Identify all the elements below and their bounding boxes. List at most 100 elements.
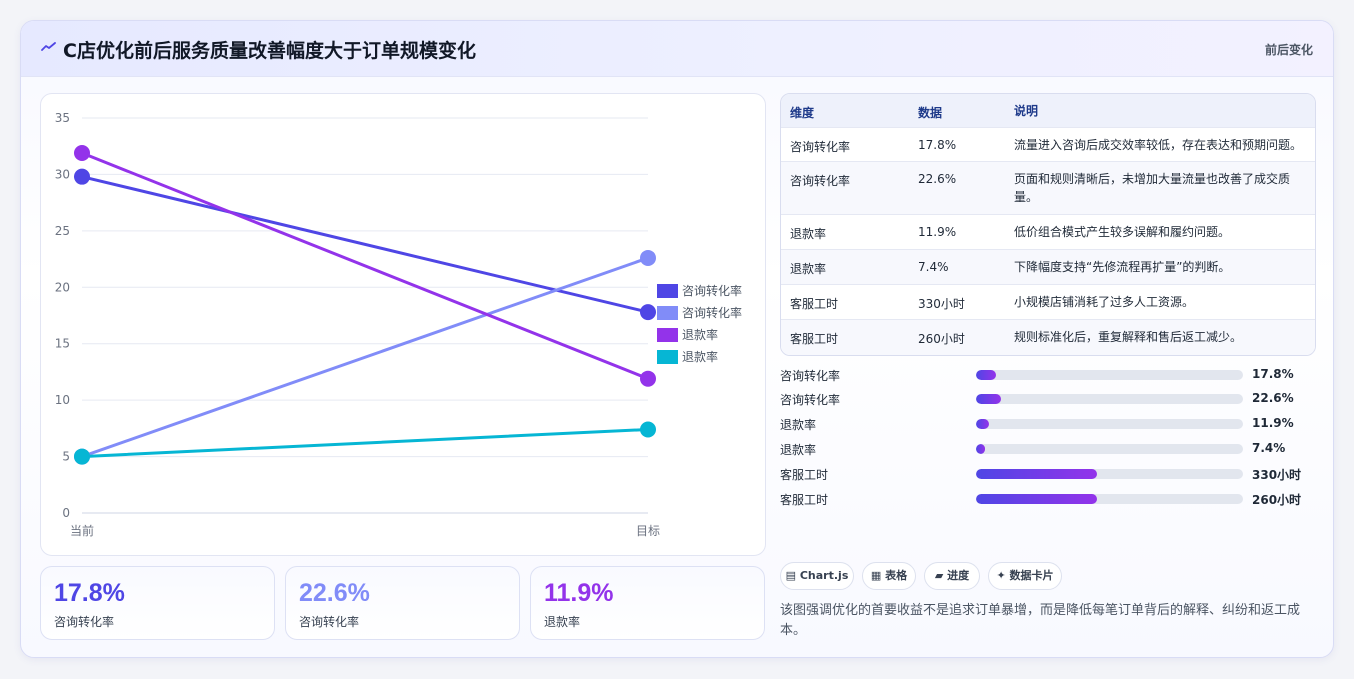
progress-row: 退款率 11.9% bbox=[780, 416, 1320, 434]
kpi-label: 退款率 bbox=[544, 615, 581, 629]
progress-row: 客服工时 330小时 bbox=[780, 466, 1320, 484]
progress-label: 咨询转化率 bbox=[780, 393, 841, 407]
progress-value: 22.6% bbox=[1252, 391, 1294, 405]
x-tick-label: 目标 bbox=[636, 524, 660, 538]
x-tick-label: 当前 bbox=[70, 523, 94, 538]
progress-fill bbox=[976, 444, 986, 454]
progress-value: 260小时 bbox=[1252, 493, 1302, 507]
table-cell: 7.4% bbox=[918, 260, 949, 274]
progress-value: 17.8% bbox=[1252, 367, 1294, 381]
kpi-value: 22.6% bbox=[299, 579, 370, 607]
table-row: 咨询转化率 22.6% 页面和规则清晰后，未增加大量流量也改善了成交质量。 bbox=[781, 161, 1315, 215]
progress-track bbox=[976, 444, 1243, 454]
progress-label: 客服工时 bbox=[780, 493, 829, 507]
progress-fill bbox=[976, 494, 1098, 504]
table-cell: 客服工时 bbox=[790, 297, 839, 311]
progress-track bbox=[976, 419, 1243, 429]
table-row: 退款率 7.4% 下降幅度支持“先修流程再扩量”的判断。 bbox=[781, 249, 1315, 285]
chip-label: 数据卡片 bbox=[1009, 569, 1054, 582]
table-row: 咨询转化率 17.8% 流量进入咨询后成交效率较低，存在表达和预期问题。 bbox=[781, 127, 1315, 162]
legend-swatch bbox=[657, 284, 678, 298]
y-tick-label: 15 bbox=[55, 337, 70, 351]
table-cell: 退款率 bbox=[790, 227, 827, 241]
kpi-card-3: 11.9% 退款率 bbox=[530, 566, 765, 640]
progress-value: 330小时 bbox=[1252, 468, 1302, 482]
chip-progress[interactable]: ▰ 进度 bbox=[924, 562, 980, 590]
y-tick-label: 10 bbox=[55, 393, 70, 407]
table-cell: 下降幅度支持“先修流程再扩量”的判断。 bbox=[1014, 260, 1231, 274]
table-cell: 客服工时 bbox=[790, 332, 839, 346]
table-cell: 11.9% bbox=[918, 225, 957, 239]
y-tick-label: 30 bbox=[55, 167, 70, 181]
series-line bbox=[80, 151, 650, 381]
data-point bbox=[640, 304, 656, 321]
chip-label: Chart.js bbox=[799, 569, 849, 582]
table-header-cell: 数据 bbox=[918, 106, 943, 120]
series-line bbox=[80, 427, 650, 459]
legend-label: 退款率 bbox=[682, 349, 718, 364]
data-table: 维度 数据 说明 咨询转化率 17.8% 流量进入咨询后成交效率较低，存在表达和… bbox=[780, 93, 1316, 356]
table-cell: 17.8% bbox=[918, 138, 957, 152]
table-cell: 退款率 bbox=[790, 262, 827, 276]
progress-fill bbox=[976, 370, 997, 380]
data-point bbox=[74, 144, 90, 161]
kpi-value: 11.9% bbox=[544, 579, 614, 607]
table-header-row: 维度 数据 说明 bbox=[781, 94, 1315, 127]
table-cell: 咨询转化率 bbox=[790, 140, 851, 154]
kpi-value: 17.8% bbox=[54, 579, 125, 607]
chip-label: 进度 bbox=[947, 569, 970, 582]
table-cell: 低价组合模式产生较多误解和履约问题。 bbox=[1014, 225, 1231, 239]
y-tick-label: 35 bbox=[55, 111, 70, 125]
table-row: 客服工时 260小时 规则标准化后，重复解释和售后返工减少。 bbox=[781, 319, 1315, 355]
progress-fill bbox=[976, 419, 990, 429]
y-tick-label: 5 bbox=[62, 450, 70, 464]
progress-value: 11.9% bbox=[1252, 416, 1294, 430]
legend-label: 咨询转化率 bbox=[682, 305, 742, 320]
kpi-label: 咨询转化率 bbox=[54, 615, 115, 629]
table-row: 客服工时 330小时 小规模店铺消耗了过多人工资源。 bbox=[781, 284, 1315, 320]
table-row: 退款率 11.9% 低价组合模式产生较多误解和履约问题。 bbox=[781, 214, 1315, 250]
legend-swatch bbox=[657, 306, 678, 320]
progress-icon: ▰ bbox=[934, 569, 944, 582]
progress-row: 退款率 7.4% bbox=[780, 441, 1320, 459]
progress-label: 客服工时 bbox=[780, 468, 829, 482]
card-header: C店优化前后服务质量改善幅度大于订单规模变化 前后变化 bbox=[21, 21, 1333, 77]
series-line bbox=[80, 175, 650, 314]
table-cell: 咨询转化率 bbox=[790, 174, 851, 188]
sparkle-icon: ✦ bbox=[996, 569, 1006, 582]
page-title: C店优化前后服务质量改善幅度大于订单规模变化 bbox=[63, 40, 476, 62]
series-line bbox=[80, 256, 650, 459]
progress-label: 退款率 bbox=[780, 443, 817, 457]
progress-track bbox=[976, 494, 1243, 504]
header-tag: 前后变化 bbox=[1264, 43, 1313, 57]
progress-fill bbox=[976, 469, 1098, 479]
table-cell: 页面和规则清晰后，未增加大量流量也改善了成交质量。 bbox=[1014, 172, 1291, 204]
data-point bbox=[640, 370, 656, 387]
data-point bbox=[640, 249, 656, 266]
chip-data-card[interactable]: ✦ 数据卡片 bbox=[988, 562, 1062, 590]
progress-track bbox=[976, 469, 1243, 479]
data-point bbox=[74, 448, 90, 465]
table-cell: 260小时 bbox=[918, 332, 965, 346]
progress-row: 咨询转化率 17.8% bbox=[780, 367, 1320, 385]
chip-chartjs[interactable]: ▤ Chart.js bbox=[780, 562, 854, 590]
table-cell: 330小时 bbox=[918, 297, 965, 311]
table-icon: ▦ bbox=[870, 569, 882, 582]
progress-track bbox=[976, 394, 1243, 404]
table-cell: 小规模店铺消耗了过多人工资源。 bbox=[1014, 295, 1195, 309]
progress-fill bbox=[976, 394, 1002, 404]
kpi-card-1: 17.8% 咨询转化率 bbox=[40, 566, 275, 640]
legend-swatch bbox=[657, 350, 678, 364]
legend-label: 咨询转化率 bbox=[682, 283, 742, 298]
table-header-cell: 说明 bbox=[1014, 104, 1039, 118]
sparkline-icon bbox=[41, 42, 56, 51]
y-tick-label: 25 bbox=[55, 224, 70, 238]
progress-row: 客服工时 260小时 bbox=[780, 491, 1320, 509]
line-chart-panel: 0 5 10 15 20 25 30 35 当前 目标 咨询转化率 咨询转化率 退款率 退款率 bbox=[40, 93, 766, 556]
legend-label: 退款率 bbox=[682, 327, 718, 342]
chip-table[interactable]: ▦ 表格 bbox=[862, 562, 916, 590]
progress-label: 咨询转化率 bbox=[780, 369, 841, 383]
data-point bbox=[640, 421, 656, 438]
dashboard-card: C店优化前后服务质量改善幅度大于订单规模变化 前后变化 0 5 10 15 20 25 30… bbox=[20, 20, 1334, 658]
